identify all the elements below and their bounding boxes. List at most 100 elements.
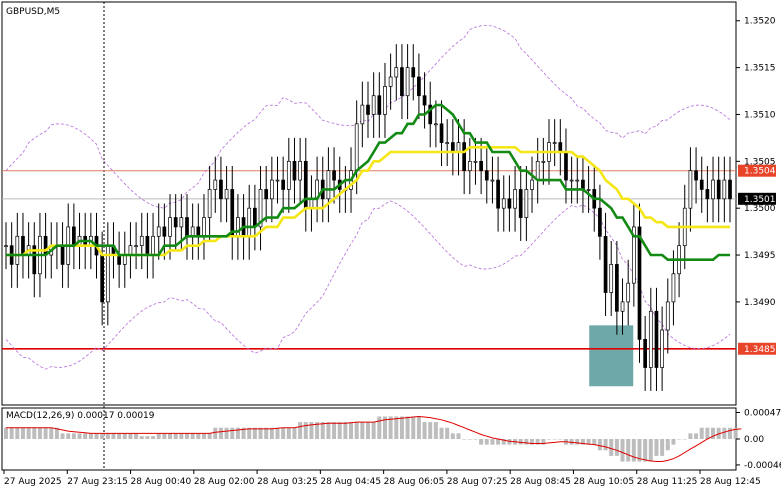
candle-body [371, 95, 376, 115]
buy-zone-highlight [589, 325, 634, 387]
candle-body [32, 245, 37, 275]
macd-histogram-bar [252, 427, 257, 439]
candle-body [72, 226, 76, 247]
candle-body [383, 85, 387, 115]
macd-histogram-bar [281, 427, 286, 439]
macd-histogram-bar [332, 422, 337, 439]
x-tick-label: 28 Aug 06:05 [384, 477, 445, 487]
macd-histogram-bar [677, 439, 682, 440]
macd-histogram-bar [479, 439, 484, 445]
candle-body [490, 179, 495, 182]
candle-body [524, 189, 529, 218]
macd-histogram-bar [168, 433, 173, 439]
candle-body [434, 123, 438, 126]
candle-body [716, 179, 721, 200]
candle-body [43, 235, 48, 256]
macd-histogram-bar [535, 439, 540, 445]
macd-label: MACD(12,26,9) 0.00017 0.00019 [6, 411, 155, 421]
macd-histogram-bar [648, 439, 653, 462]
macd-histogram-bar [377, 416, 382, 439]
price-tag-label: 1.3504 [744, 167, 776, 177]
candle-body [473, 160, 478, 163]
candle-body [648, 310, 653, 368]
x-tick-label: 28 Aug 12:45 [700, 477, 761, 487]
candle-body [117, 254, 121, 265]
macd-histogram-bar [597, 439, 602, 451]
candle-body [179, 217, 184, 228]
macd-histogram-bar [60, 433, 65, 439]
candle-body [360, 104, 365, 125]
candle-body [394, 67, 399, 78]
macd-histogram-bar [507, 439, 512, 445]
candle-body [513, 189, 517, 209]
macd-histogram-bar [315, 422, 320, 439]
candle-body [507, 198, 512, 209]
macd-histogram-bar [456, 433, 461, 439]
x-tick-label: 27 Aug 2025 [4, 477, 62, 487]
candle-body [60, 245, 65, 265]
candle-body [417, 76, 421, 97]
macd-histogram-bar [117, 433, 122, 439]
candle-body [496, 179, 500, 209]
y-tick-label: 1.3505 [744, 157, 776, 167]
macd-histogram-bar [185, 433, 189, 439]
macd-histogram-bar [467, 439, 472, 440]
macd-histogram-bar [4, 427, 8, 439]
macd-histogram-bar [105, 433, 110, 439]
macd-histogram-bar [264, 427, 269, 439]
candle-body [620, 301, 625, 312]
candle-body [699, 179, 704, 190]
macd-histogram-bar [37, 427, 42, 439]
macd-histogram-bar [631, 439, 636, 462]
candle-body [247, 207, 252, 237]
candle-body [586, 189, 591, 191]
candle-body [665, 301, 670, 331]
price-tag-box [738, 342, 776, 355]
macd-histogram-bar [54, 427, 59, 439]
macd-histogram-bar [371, 422, 376, 439]
macd-histogram-bar [145, 436, 150, 439]
candle-body [654, 310, 659, 368]
candle-body [151, 235, 155, 256]
candle-body [366, 104, 370, 115]
macd-y-tick-label: 0.00047 [744, 409, 781, 419]
macd-histogram-bar [580, 439, 585, 445]
macd-histogram-bar [569, 439, 574, 445]
candle-body [224, 189, 229, 200]
candle-body [711, 179, 715, 200]
candle-body [196, 226, 201, 237]
macd-histogram-bar [43, 427, 48, 439]
macd-histogram-bar [258, 427, 263, 439]
candle-body [428, 104, 433, 125]
macd-histogram-bar [286, 427, 291, 439]
price-tag-box [738, 164, 776, 177]
macd-histogram-bar [100, 433, 105, 439]
y-tick-label: 1.3520 [744, 17, 776, 27]
macd-histogram-bar [201, 433, 206, 439]
macd-y-tick-label: 0.00 [744, 435, 764, 445]
candle-body [643, 339, 648, 368]
macd-histogram-bar [694, 433, 699, 439]
macd-histogram-bar [190, 433, 195, 439]
y-tick-label: 1.3515 [744, 64, 776, 74]
candle-body [445, 142, 450, 144]
macd-plot [1, 407, 742, 471]
candle-body [264, 189, 269, 200]
macd-histogram-bar [224, 427, 229, 439]
macd-histogram-bar [241, 427, 246, 439]
x-tick-label: 28 Aug 07:25 [447, 477, 508, 487]
macd-histogram-bar [66, 433, 71, 439]
candle-body [722, 179, 727, 200]
macd-histogram-bar [665, 439, 670, 451]
candle-body [15, 235, 20, 265]
candle-body [405, 67, 410, 97]
candle-body [456, 142, 461, 153]
candle-body [185, 217, 189, 237]
candle-body [219, 179, 223, 200]
macd-histogram-bar [614, 439, 619, 456]
candle-body [292, 160, 297, 181]
candle-body [564, 151, 568, 181]
macd-histogram-bar [111, 433, 116, 439]
candle-body [173, 217, 178, 228]
candle-body [156, 226, 161, 237]
